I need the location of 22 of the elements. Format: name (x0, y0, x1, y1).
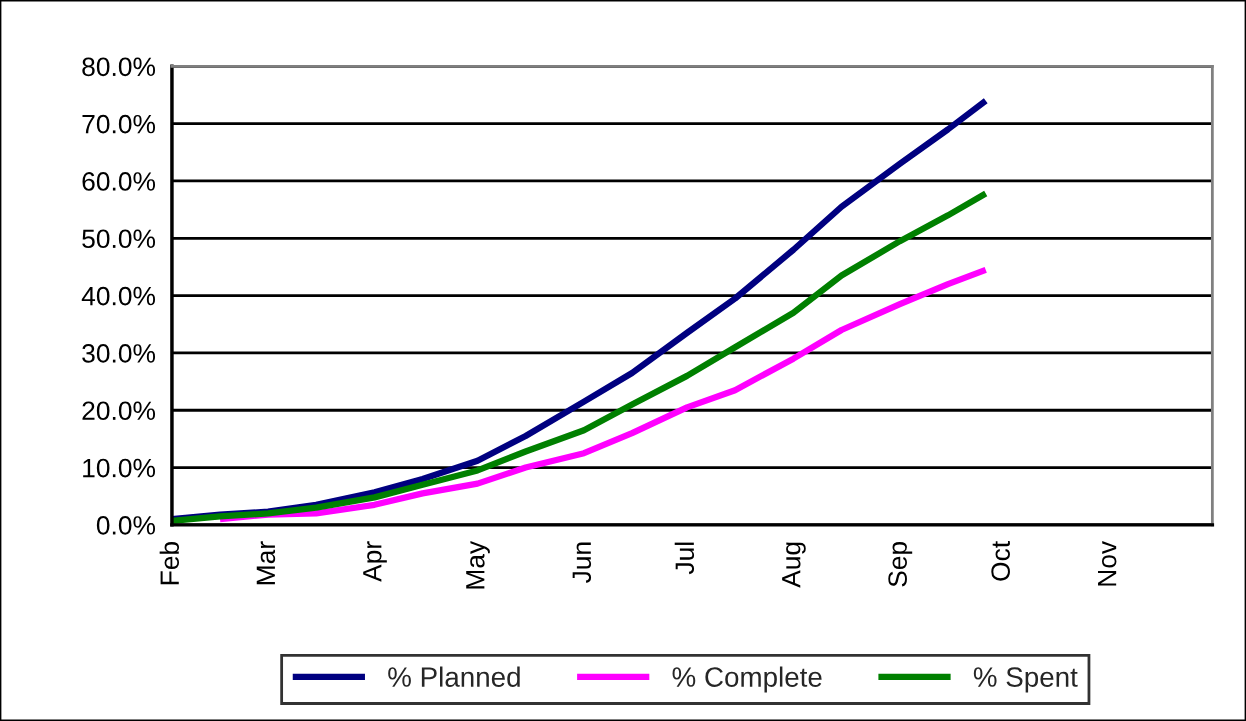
x-tick-label: Jul (674, 542, 695, 575)
x-tick-label: Oct (991, 541, 1010, 581)
y-tick-label: 70.0% (82, 114, 156, 134)
y-tick-label: 40.0% (81, 286, 156, 306)
y-tick-label: 20.0% (82, 401, 156, 421)
legend-label: % Complete (672, 666, 822, 693)
x-tick-label: May (466, 540, 490, 589)
x-tick-label: Aug (782, 542, 806, 588)
x-tick-label: Mar (256, 541, 276, 585)
x-tick-label: Sep (888, 541, 913, 587)
legend-label: % Spent (973, 667, 1078, 693)
y-tick-label: 80.0% (82, 57, 156, 77)
y-tick-label: 10.0% (83, 458, 156, 478)
x-tick-label: Feb (159, 541, 180, 585)
y-tick-label: 60.0% (82, 172, 156, 191)
x-tick-label: Nov (1098, 540, 1117, 586)
y-tick-label: 0.0% (96, 516, 156, 535)
x-tick-label: Apr (363, 541, 387, 582)
x-tick-label: Jun (572, 542, 592, 583)
y-tick-label: 50.0% (82, 229, 156, 249)
legend-label: % Planned (388, 666, 520, 687)
y-tick-label: 30.0% (82, 344, 156, 363)
